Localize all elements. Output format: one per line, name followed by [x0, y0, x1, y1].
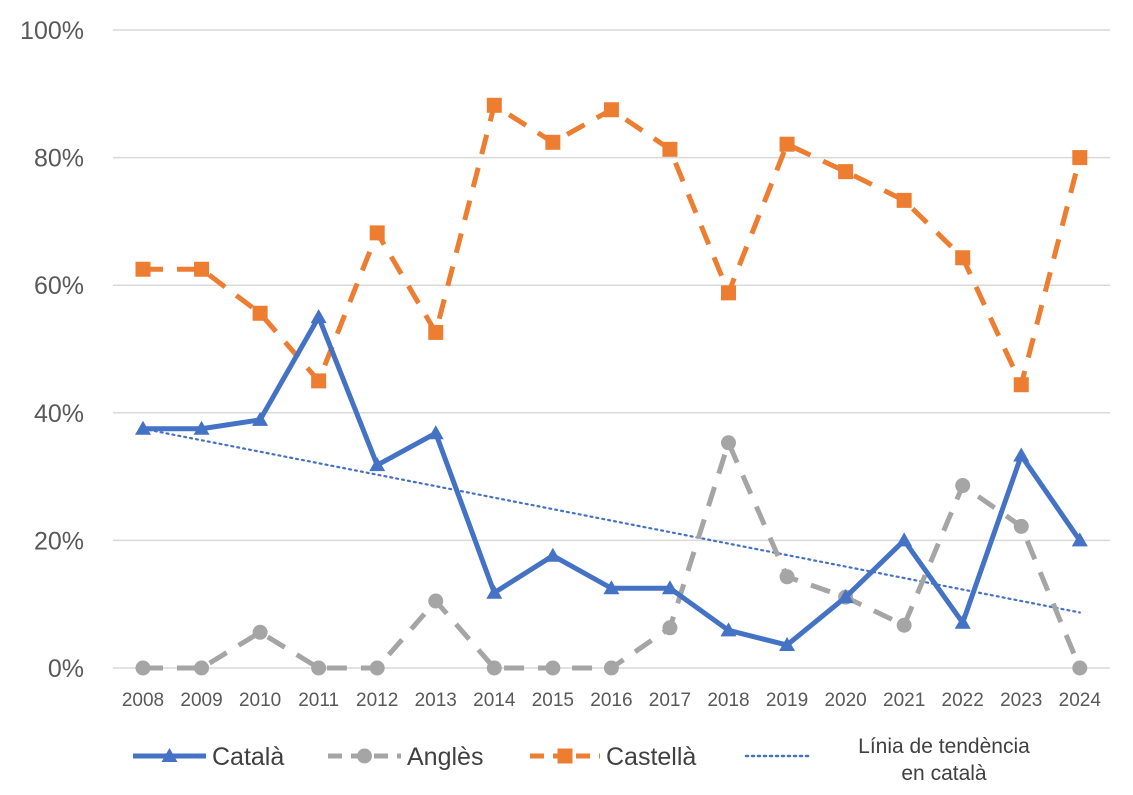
series-line: [143, 440, 1083, 671]
data-point-square: [135, 261, 151, 277]
data-point-circle: [252, 624, 268, 640]
x-tick-label: 2009: [180, 690, 222, 711]
legend-label-trendline: Línia de tendència: [858, 735, 1030, 758]
legend-marker: [557, 748, 573, 764]
data-point-circle: [486, 660, 502, 676]
legend-item: Anglès: [328, 743, 483, 771]
data-point-square: [662, 141, 678, 157]
x-tick-label: 2018: [707, 690, 749, 711]
x-tick-label: 2015: [532, 690, 574, 711]
series-1: [135, 435, 1088, 676]
data-point-square: [603, 102, 619, 118]
data-point-triangle: [720, 622, 737, 637]
data-point-square: [1013, 377, 1029, 393]
data-point-triangle: [837, 589, 854, 604]
data-point-triangle: [486, 584, 503, 599]
legend-item: Català: [133, 743, 284, 771]
series-line: [143, 102, 1083, 388]
x-tick-label: 2016: [590, 690, 632, 711]
data-point-circle: [896, 617, 912, 633]
data-point-triangle: [1013, 447, 1030, 462]
data-point-square: [369, 225, 385, 241]
data-point-triangle: [779, 637, 796, 652]
data-point-square: [955, 250, 971, 266]
data-point-square: [545, 134, 561, 150]
series-line: [143, 314, 1082, 648]
x-tick-label: 2014: [473, 690, 516, 711]
legend-label: Anglès: [407, 743, 483, 771]
y-tick-label: 20%: [34, 527, 84, 555]
y-tick-label: 100%: [20, 17, 84, 45]
data-point-square: [896, 192, 912, 208]
x-tick-label: 2022: [942, 690, 984, 711]
data-point-circle: [779, 569, 795, 585]
data-point-square: [779, 136, 795, 152]
data-point-circle: [428, 593, 444, 609]
legend-item: Castellà: [530, 743, 696, 771]
x-tick-label: 2012: [356, 690, 398, 711]
series-0: [135, 309, 1088, 652]
series-layer: [135, 97, 1088, 676]
series-2: [135, 97, 1088, 393]
data-point-circle: [1013, 518, 1029, 534]
x-tick-label: 2024: [1059, 690, 1102, 711]
y-tick-label: 60%: [34, 272, 84, 300]
data-point-square: [311, 373, 327, 389]
data-point-square: [721, 285, 736, 301]
data-point-square: [1072, 150, 1088, 166]
legend-label-trendline: en català: [901, 762, 987, 785]
y-axis-tick-labels: 0% 20% 40% 60% 80% 100%: [20, 17, 84, 683]
data-point-square: [252, 305, 268, 321]
data-point-triangle: [135, 420, 151, 435]
x-tick-label: 2020: [824, 690, 866, 711]
data-point-triangle: [603, 580, 620, 595]
data-point-circle: [369, 660, 385, 676]
legend-label: Castellà: [606, 743, 696, 771]
x-tick-label: 2021: [883, 690, 925, 711]
y-tick-label: 40%: [34, 400, 84, 428]
legend-item-trendline: Línia de tendència en català: [744, 735, 1030, 785]
x-tick-label: 2008: [122, 690, 164, 711]
data-point-triangle: [896, 532, 913, 547]
data-point-circle: [603, 660, 619, 676]
data-point-triangle: [1071, 532, 1088, 547]
x-tick-label: 2019: [766, 690, 808, 711]
data-point-circle: [311, 660, 327, 676]
y-tick-label: 0%: [48, 655, 84, 683]
data-point-square: [428, 324, 444, 340]
data-point-triangle: [661, 580, 678, 595]
data-point-circle: [135, 660, 151, 676]
data-point-triangle: [193, 420, 210, 435]
legend-label: Català: [212, 743, 284, 771]
data-point-triangle: [369, 457, 386, 472]
data-point-square: [486, 97, 502, 113]
data-point-square: [838, 164, 854, 180]
legend: Català Anglès Castellà Línia de tendència en…: [133, 735, 1030, 785]
data-point-circle: [1072, 660, 1088, 676]
data-point-triangle: [544, 547, 561, 562]
y-tick-label: 80%: [34, 145, 84, 173]
legend-marker: [161, 748, 178, 762]
data-point-circle: [721, 435, 736, 451]
data-point-triangle: [427, 425, 444, 440]
data-point-circle: [955, 478, 971, 494]
data-point-triangle: [310, 309, 327, 324]
x-axis-tick-labels: 2008 2009 2010 2011 2012 2013 2014 2015 2016 2017…: [122, 690, 1102, 711]
data-point-square: [194, 261, 210, 277]
x-tick-label: 2017: [649, 690, 691, 711]
x-tick-label: 2010: [239, 690, 281, 711]
data-point-circle: [194, 660, 210, 676]
data-point-triangle: [954, 614, 971, 629]
data-point-circle: [545, 660, 561, 676]
gridlines: [113, 29, 1110, 669]
legend-marker: [357, 748, 372, 764]
data-point-circle: [662, 620, 678, 636]
data-point-triangle: [252, 411, 269, 426]
x-tick-label: 2011: [298, 690, 339, 711]
x-tick-label: 2023: [1000, 690, 1042, 711]
x-tick-label: 2013: [415, 690, 457, 711]
